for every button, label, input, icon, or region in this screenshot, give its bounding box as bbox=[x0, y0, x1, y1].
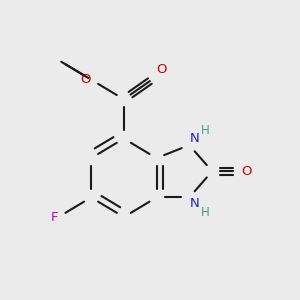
Text: N: N bbox=[189, 197, 199, 210]
Text: N: N bbox=[189, 132, 199, 145]
Text: O: O bbox=[81, 73, 91, 86]
Text: F: F bbox=[51, 211, 59, 224]
Text: H: H bbox=[201, 206, 209, 219]
Text: O: O bbox=[242, 165, 252, 178]
Text: H: H bbox=[201, 124, 209, 137]
Text: O: O bbox=[157, 63, 167, 76]
